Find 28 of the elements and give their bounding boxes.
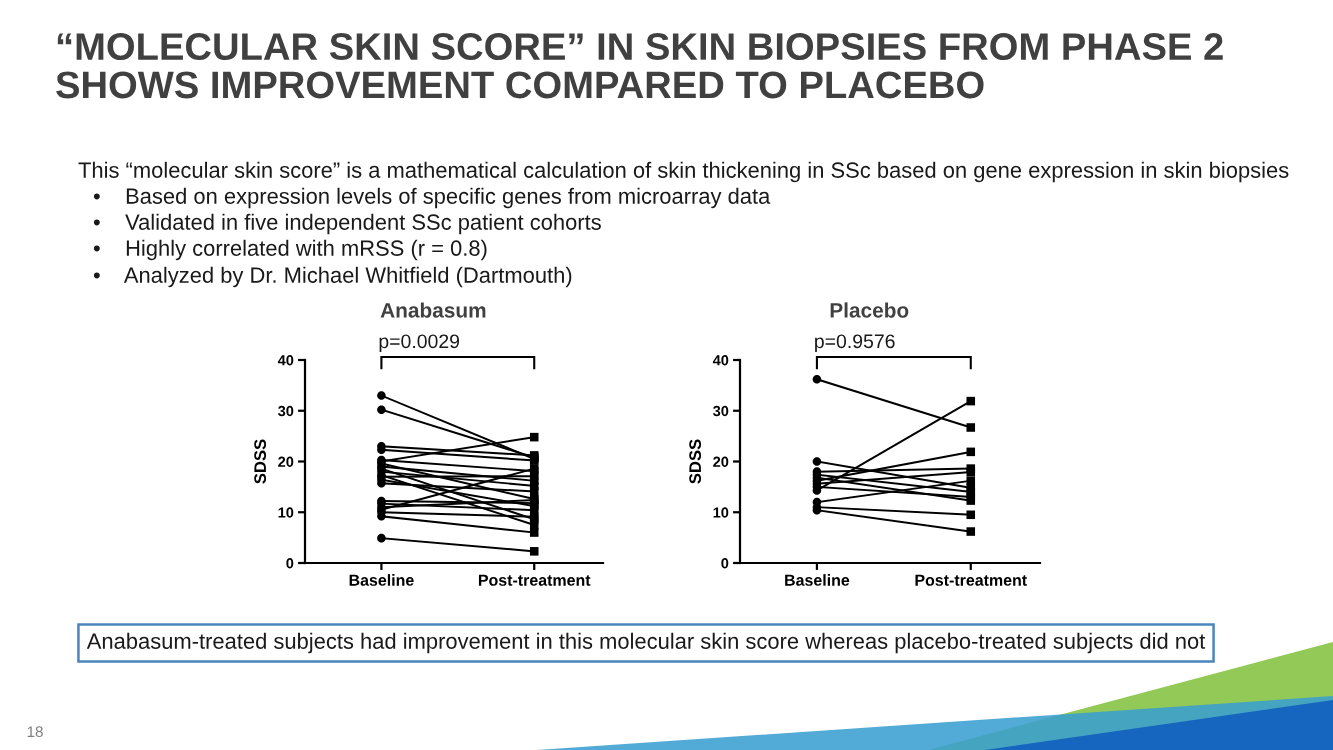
y-tick-label: 30	[713, 405, 729, 417]
y-tick-label: 30	[278, 405, 294, 417]
text: “MOLECULAR SKIN SCORE” IN SKIN BIOPSIES FROM PHASE 2 SHOWS IMPROVEMENT COMPARED TO PLACEBO	[56, 33, 1223, 99]
chart-title: Anabasum	[380, 302, 486, 318]
x-tick-label: Baseline	[785, 574, 850, 586]
text: • Highly correlated with mRSS (r = 0.8)	[93, 239, 487, 261]
text: 18	[27, 726, 43, 738]
y-axis-title: SDSS	[254, 439, 267, 484]
y-tick-label: 40	[712, 355, 729, 366]
x-tick-label: Baseline	[349, 574, 414, 586]
text: p=0.9576	[815, 334, 895, 353]
x-tick-label: Post-treatment	[915, 574, 1027, 586]
y-tick-label: 20	[713, 456, 729, 467]
text: p=0.0029	[379, 334, 460, 353]
y-tick-label: 40	[277, 355, 294, 366]
y-tick-label: 10	[713, 507, 729, 518]
x-tick-label: Post-treatment	[478, 574, 591, 586]
text: • Based on expression levels of specific genes from microarray data	[93, 187, 771, 209]
text: • Validated in five independent SSc patient cohorts	[93, 213, 601, 235]
y-tick-label: 10	[278, 507, 294, 518]
text: Anabasum-treated subjects had improvement in this molecular skin score whereas placebo-treated subjects did not	[86, 632, 1206, 654]
text: • Analyzed by Dr. Michael Whitfield (Dartmouth)	[93, 266, 572, 288]
y-tick-label: 0	[286, 558, 294, 569]
y-tick-label: 0	[721, 558, 729, 569]
y-tick-label: 20	[278, 456, 294, 467]
y-axis-title: SDSS	[689, 439, 702, 484]
chart-title: Placebo	[830, 302, 909, 318]
text: This “molecular skin score” is a mathematical calculation of skin thickening in SSc based on gene expression in skin biopsies	[78, 161, 1289, 183]
